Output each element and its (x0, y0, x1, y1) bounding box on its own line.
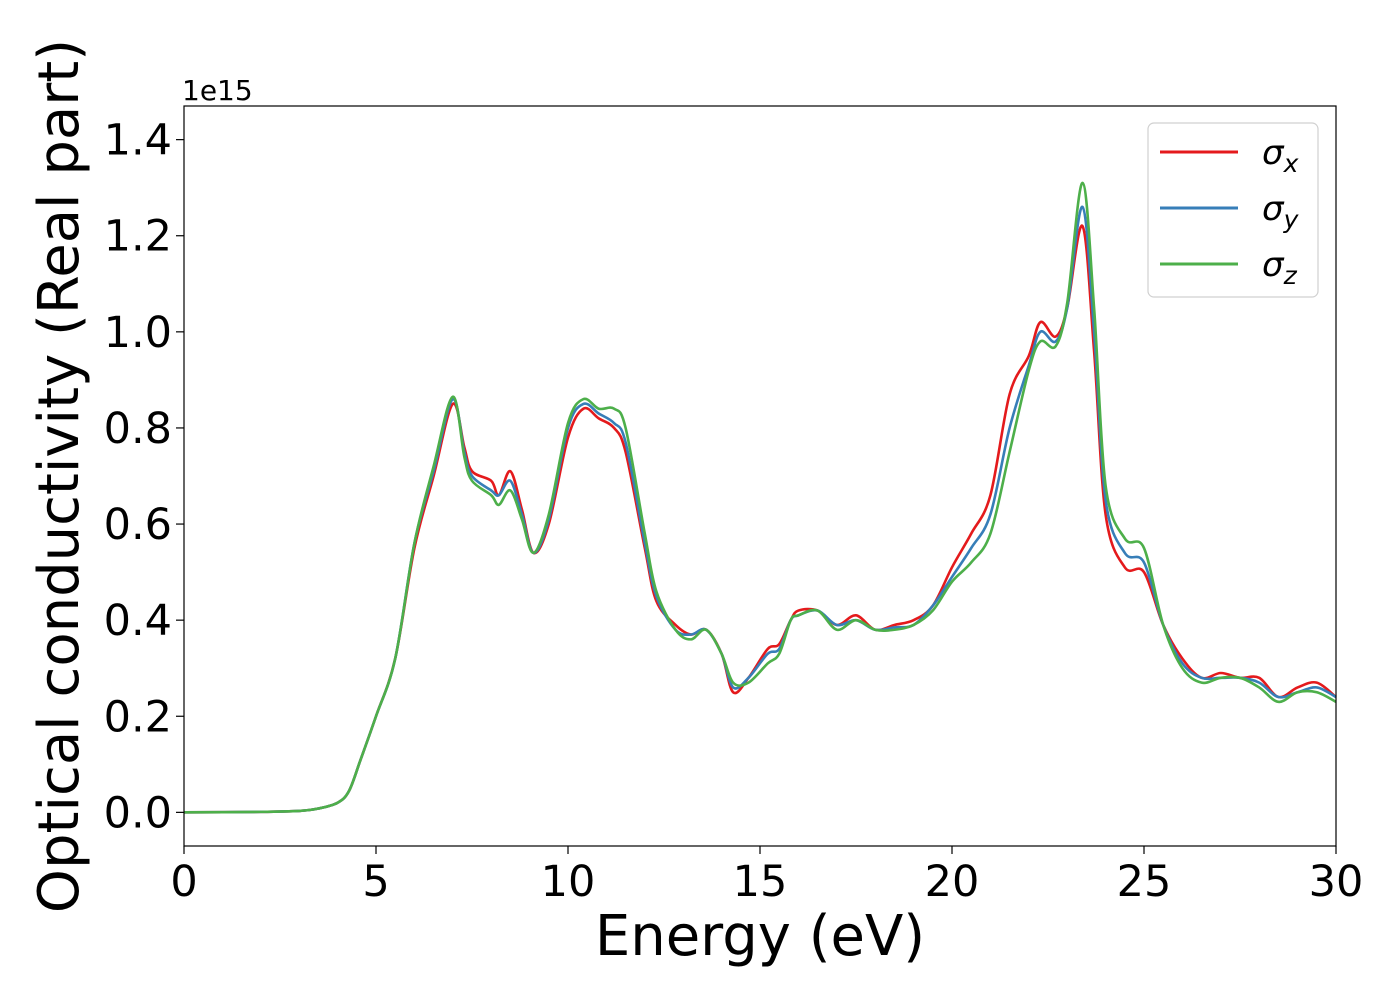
series-line-z (183, 181, 1337, 814)
x-tick-label: 5 (362, 857, 389, 907)
x-tick-label: 25 (1117, 857, 1172, 907)
y-tick-label: 0.8 (104, 404, 172, 454)
x-tick-label: 10 (541, 857, 596, 907)
y-tick-label: 1.0 (104, 308, 172, 358)
y-axis: 0.0 0.2 0.4 0.6 0.8 1.0 1.2 1.4 (104, 116, 184, 838)
y-tick-label: 0.4 (104, 596, 172, 646)
x-axis: 0 5 10 15 20 25 30 (170, 846, 1363, 907)
x-tick-label: 20 (925, 857, 980, 907)
x-tick-label: 15 (733, 857, 788, 907)
legend-label-x: σx (1262, 133, 1299, 178)
legend-frame (1147, 122, 1319, 298)
series-line-y (183, 205, 1337, 814)
legend-label-y: σy (1262, 189, 1300, 234)
y-offset-label: 1e15 (182, 74, 253, 107)
y-tick-label: 1.4 (104, 116, 172, 166)
y-tick-label: 0.2 (104, 692, 172, 742)
x-tick-label: 0 (170, 857, 197, 907)
series-line-x (183, 224, 1337, 814)
x-tick-label: 30 (1309, 857, 1364, 907)
legend-label-z: σz (1262, 245, 1298, 290)
y-axis-label: Optical conductivity (Real part) (27, 39, 92, 913)
legend: σx σy σz (1147, 122, 1319, 298)
series-layer (183, 181, 1337, 814)
y-tick-label: 1.2 (104, 212, 172, 262)
y-tick-label: 0.0 (104, 788, 172, 838)
y-tick-label: 0.6 (104, 500, 172, 550)
plot-area (184, 106, 1336, 846)
x-axis-label: Energy (eV) (595, 904, 925, 969)
